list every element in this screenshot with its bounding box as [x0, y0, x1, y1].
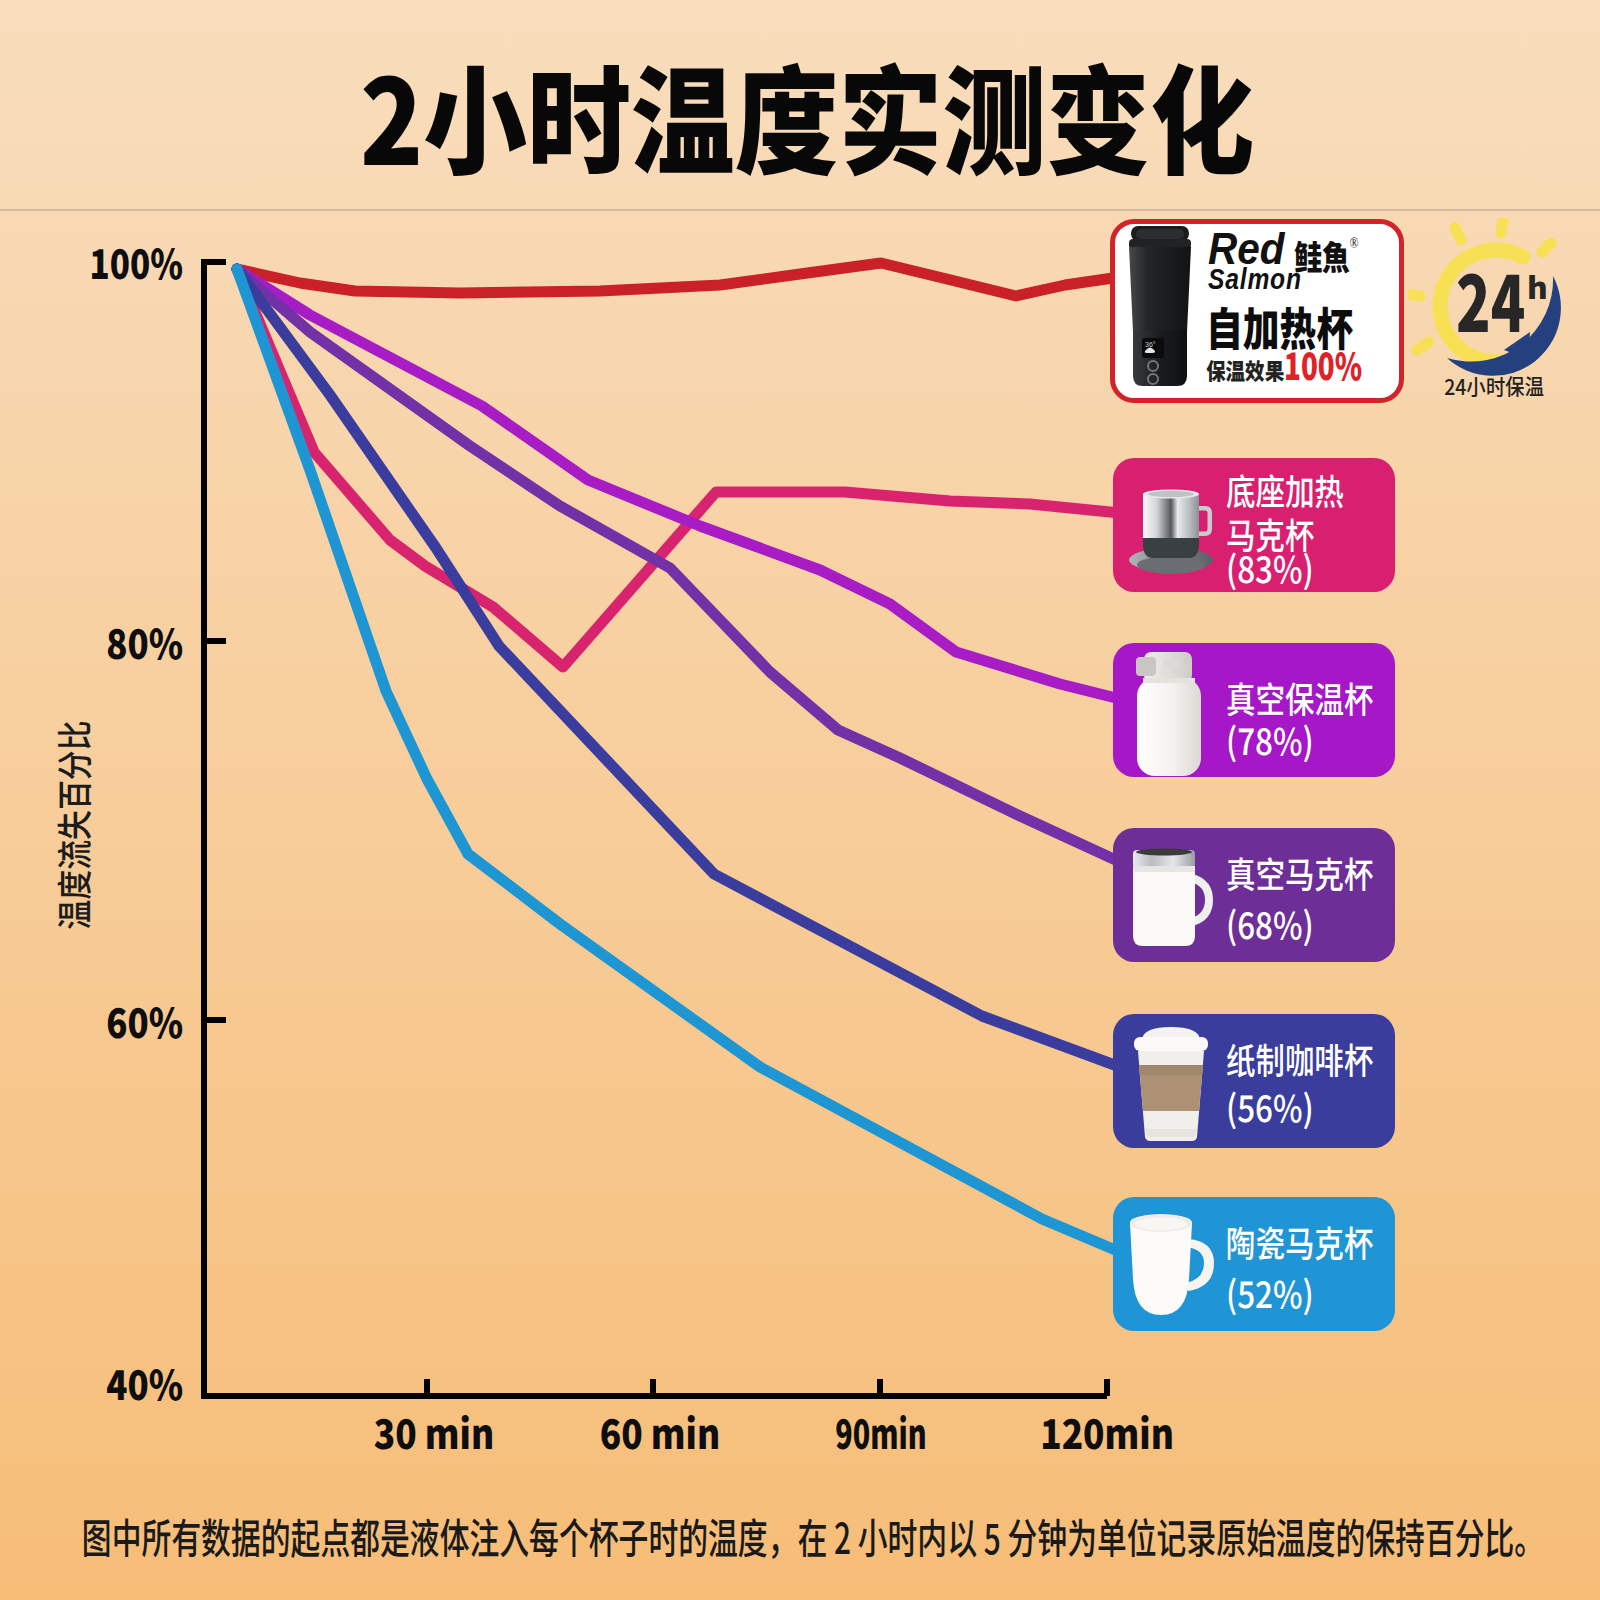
svg-text:36°: 36°: [1145, 341, 1156, 348]
